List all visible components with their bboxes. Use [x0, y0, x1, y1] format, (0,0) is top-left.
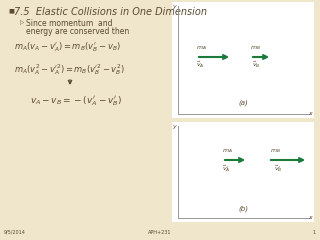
Text: $m_A(v_A - v^{\prime}_A) = m_B(v^{\prime}_B - v_B)$: $m_A(v_A - v^{\prime}_A) = m_B(v^{\prime… — [14, 40, 121, 54]
Text: (b): (b) — [238, 205, 248, 212]
Text: y: y — [172, 124, 176, 129]
Text: ▷: ▷ — [20, 20, 24, 25]
Text: $m_A(v_A^2 - v_A^{\prime 2}) = m_B(v_B^{\prime 2} - v_B^2)$: $m_A(v_A^2 - v_A^{\prime 2}) = m_B(v_B^{… — [14, 62, 124, 77]
Text: $m_B$: $m_B$ — [270, 147, 281, 155]
Text: $\vec{v}^{\,\prime}_A$: $\vec{v}^{\,\prime}_A$ — [222, 163, 230, 174]
Text: $\vec{v}_A$: $\vec{v}_A$ — [196, 60, 204, 70]
FancyBboxPatch shape — [172, 2, 314, 118]
Text: y: y — [172, 4, 176, 9]
Text: x: x — [308, 215, 312, 220]
Text: APH+231: APH+231 — [148, 230, 172, 235]
Text: x: x — [308, 111, 312, 116]
Text: 1: 1 — [313, 230, 316, 235]
Text: $\vec{v}_B$: $\vec{v}_B$ — [252, 60, 260, 70]
Text: (a): (a) — [238, 100, 248, 106]
Text: ■: ■ — [8, 8, 14, 13]
Text: $m_A$: $m_A$ — [196, 44, 207, 52]
Text: Since momentum  and: Since momentum and — [26, 19, 113, 28]
FancyBboxPatch shape — [172, 122, 314, 222]
Text: $m_A$: $m_A$ — [222, 147, 233, 155]
Text: $m_B$: $m_B$ — [250, 44, 261, 52]
Text: 9/5/2014: 9/5/2014 — [4, 230, 26, 235]
Text: $v_A - v_B = -(v^{\prime}_A - v^{\prime}_B)$: $v_A - v_B = -(v^{\prime}_A - v^{\prime}… — [30, 94, 122, 108]
Text: energy are conserved then: energy are conserved then — [26, 27, 129, 36]
Text: $\vec{v}^{\,\prime}_B$: $\vec{v}^{\,\prime}_B$ — [274, 163, 283, 174]
Text: 7.5  Elastic Collisions in One Dimension: 7.5 Elastic Collisions in One Dimension — [14, 7, 207, 17]
